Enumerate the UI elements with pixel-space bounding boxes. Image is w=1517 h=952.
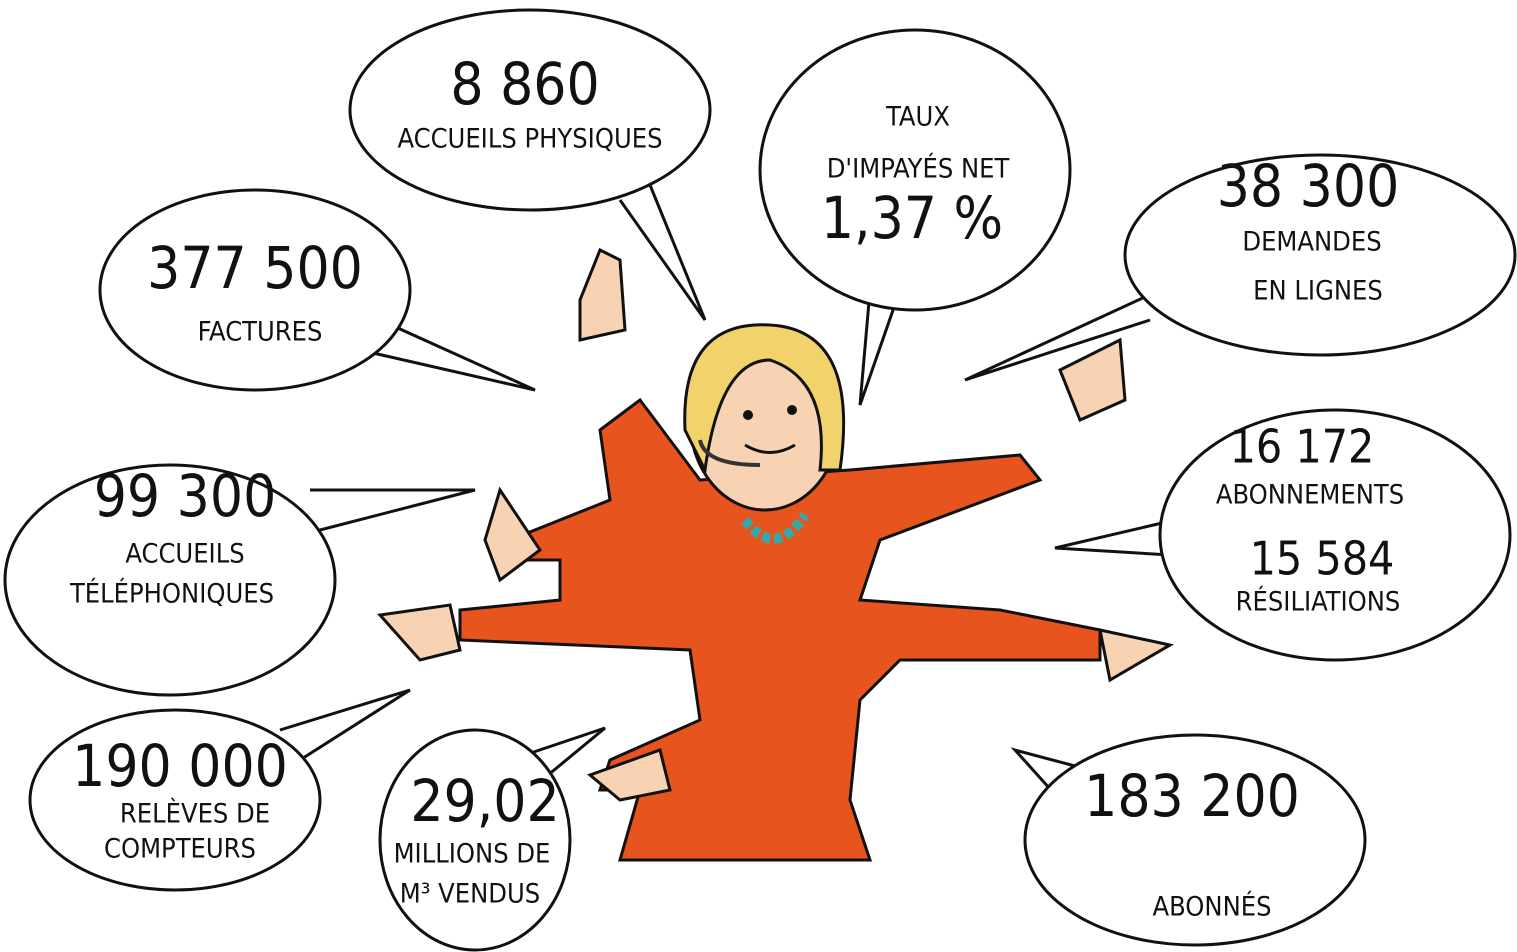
bubble: TAUX D'IMPAYÉS NET 1,37 % <box>758 28 1072 406</box>
bubble-value: 99 300 <box>94 462 277 530</box>
bubble-value: 15 584 <box>1250 532 1395 586</box>
bubble-label: D'IMPAYÉS NET <box>827 153 1010 185</box>
bubble-label: ABONNEMENTS <box>1216 480 1404 511</box>
bubble-value: 190 000 <box>72 732 288 800</box>
bubble: 99 300 ACCUEILS TÉLÉPHONIQUES <box>3 462 476 697</box>
bubble: 183 200 ABONNÉS <box>1010 733 1367 947</box>
bubble-value: 377 500 <box>147 234 363 302</box>
bubble: 38 300 DEMANDES EN LIGNES <box>964 152 1517 382</box>
bubble-label: EN LIGNES <box>1253 276 1383 307</box>
bubble: 377 500 FACTURES <box>98 188 536 392</box>
bubble-label: ABONNÉS <box>1152 891 1271 923</box>
bubble-value: 183 200 <box>1084 762 1300 830</box>
bubble-label: RELÈVES DE <box>120 798 270 830</box>
bubble: 8 860 ACCUEILS PHYSIQUES <box>348 8 712 321</box>
bubble-value: 29,02 <box>410 767 559 835</box>
bubble-label: ACCUEILS PHYSIQUES <box>397 124 662 155</box>
bubble: 29,02 MILLIONS DE M³ VENDUS <box>378 726 606 952</box>
illustration <box>377 247 1175 862</box>
bubble-label: COMPTEURS <box>104 834 256 865</box>
bubble-value: 8 860 <box>450 50 599 118</box>
bubble-label: TAUX <box>885 102 950 133</box>
bubble-label: MILLIONS DE <box>394 839 551 870</box>
bubble-value: 16 172 <box>1230 420 1375 474</box>
bubble-label: TÉLÉPHONIQUES <box>69 578 274 610</box>
bubble-label: M³ VENDUS <box>400 879 540 910</box>
bubble-value: 1,37 % <box>821 184 1003 252</box>
bubble-label: DEMANDES <box>1242 227 1381 258</box>
bubble-label: RÉSILIATIONS <box>1236 586 1401 618</box>
bubble-value: 38 300 <box>1217 152 1400 220</box>
bubble-label: FACTURES <box>198 317 323 348</box>
bubble-label: ACCUEILS <box>125 539 244 570</box>
bubble: 190 000 RELÈVES DE COMPTEURS <box>28 688 411 892</box>
bubble: 16 172 ABONNEMENTS 15 584 RÉSILIATIONS <box>1054 408 1512 662</box>
